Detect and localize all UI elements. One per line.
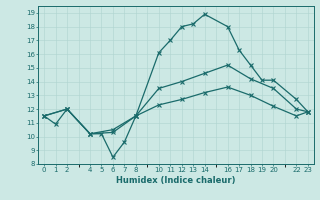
- X-axis label: Humidex (Indice chaleur): Humidex (Indice chaleur): [116, 176, 236, 185]
